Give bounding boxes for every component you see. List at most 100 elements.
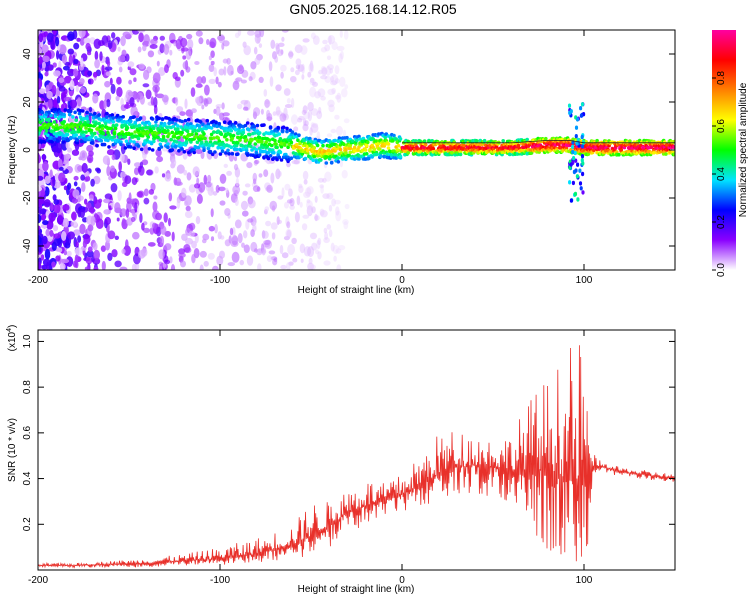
heatmap-cell: [73, 122, 77, 127]
heatmap-cell: [74, 133, 78, 137]
heatmap-cell: [51, 84, 57, 95]
heatmap-cell: [320, 210, 328, 218]
heatmap-cell: [324, 44, 331, 52]
heatmap-cell: [213, 150, 217, 154]
heatmap-cell: [229, 128, 234, 133]
heatmap-cell: [201, 104, 205, 110]
heatmap-cell: [38, 78, 43, 89]
heatmap-cell: [568, 180, 572, 185]
heatmap-cell: [131, 30, 140, 35]
heatmap-cell: [106, 99, 111, 108]
heatmap-cell: [92, 257, 101, 265]
heatmap-cell: [125, 239, 129, 251]
heatmap-cell: [48, 212, 56, 222]
spectrogram-panel: -200 -100 0 100 40 20 0 -20 -40 Height of strai…: [7, 29, 676, 296]
heatmap-cell: [152, 72, 161, 84]
heatmap-cell: [281, 252, 289, 259]
heatmap-cell: [285, 228, 293, 239]
heatmap-cell: [266, 116, 273, 121]
heatmap-cell: [245, 121, 250, 125]
heatmap-cell: [58, 86, 66, 92]
heatmap-cell: [257, 131, 262, 135]
heatmap-cell: [92, 93, 99, 104]
heatmap-cell: [81, 109, 85, 113]
heatmap-cell: [38, 66, 41, 73]
heatmap-cell: [303, 156, 308, 161]
heatmap-cell: [261, 249, 267, 254]
heatmap-cell: [160, 117, 165, 121]
heatmap-cell: [276, 125, 281, 130]
heatmap-cell: [99, 51, 103, 62]
heatmap-cell: [107, 252, 113, 262]
heatmap-cell: [203, 260, 209, 267]
heatmap-cell: [97, 121, 101, 126]
heatmap-cell: [161, 134, 166, 139]
heatmap-cell: [315, 249, 319, 255]
heatmap-cell: [215, 106, 221, 116]
heatmap-cell: [271, 205, 276, 212]
heatmap-cell: [139, 95, 145, 105]
heatmap-cell: [82, 133, 86, 138]
heatmap-cell: [312, 81, 318, 87]
heatmap-cell: [184, 210, 193, 219]
heatmap-cell: [186, 33, 193, 40]
heatmap-cell: [266, 255, 273, 262]
heatmap-cell: [45, 228, 50, 237]
heatmap-cell: [123, 135, 128, 139]
heatmap-cell: [215, 184, 220, 193]
heatmap-cell: [274, 142, 278, 146]
heatmap-cell: [164, 139, 168, 143]
heatmap-cell: [99, 139, 104, 143]
heatmap-cell: [129, 198, 138, 203]
heatmap-cell: [293, 159, 301, 165]
heatmap-cell: [574, 125, 579, 130]
heatmap-cell: [569, 162, 573, 167]
heatmap-cell: [212, 191, 218, 196]
heatmap-cell: [328, 229, 333, 238]
heatmap-cell: [191, 254, 196, 264]
heatmap-cell: [183, 169, 188, 176]
heatmap-cell: [581, 161, 585, 166]
heatmap-cell: [164, 173, 172, 182]
heatmap-cell: [324, 171, 332, 182]
heatmap-cell: [50, 140, 54, 144]
heatmap-cell: [182, 151, 188, 160]
heatmap-cell: [182, 55, 187, 60]
heatmap-cell: [224, 208, 231, 216]
heatmap-cell: [336, 45, 345, 52]
heatmap-cell: [118, 66, 123, 73]
heatmap-cell: [332, 244, 339, 255]
heatmap-cell: [49, 169, 53, 178]
heatmap-cell: [166, 145, 170, 149]
heatmap-cell: [272, 150, 276, 155]
heatmap-cell: [327, 35, 336, 45]
heatmap-cell: [302, 105, 308, 114]
heatmap-cell: [200, 141, 204, 146]
heatmap-cell: [100, 127, 105, 131]
heatmap-cell: [71, 211, 77, 221]
heatmap-cell: [234, 147, 239, 152]
heatmap-cell: [124, 175, 132, 185]
heatmap-cell: [319, 184, 325, 189]
heatmap-cell: [267, 138, 272, 142]
heatmap-cell: [595, 138, 599, 143]
heatmap-cell: [42, 140, 47, 144]
heatmap-cell: [81, 182, 86, 193]
heatmap-cell: [138, 63, 145, 70]
heatmap-cell: [111, 123, 116, 128]
heatmap-cell: [192, 150, 196, 155]
heatmap-cell: [46, 90, 53, 100]
heatmap-cell: [287, 244, 295, 255]
heatmap-cell: [71, 115, 75, 119]
heatmap-cell: [248, 132, 252, 137]
y-tick-label: 0.8: [22, 380, 33, 394]
heatmap-cell: [143, 34, 150, 46]
heatmap-cell: [258, 76, 264, 83]
heatmap-cell: [291, 237, 297, 245]
heatmap-cell: [46, 125, 50, 130]
heatmap-cell: [132, 115, 136, 119]
heatmap-cell: [160, 225, 167, 235]
heatmap-cell: [253, 107, 261, 117]
heatmap-cell: [156, 213, 162, 221]
heatmap-cell: [344, 84, 349, 90]
